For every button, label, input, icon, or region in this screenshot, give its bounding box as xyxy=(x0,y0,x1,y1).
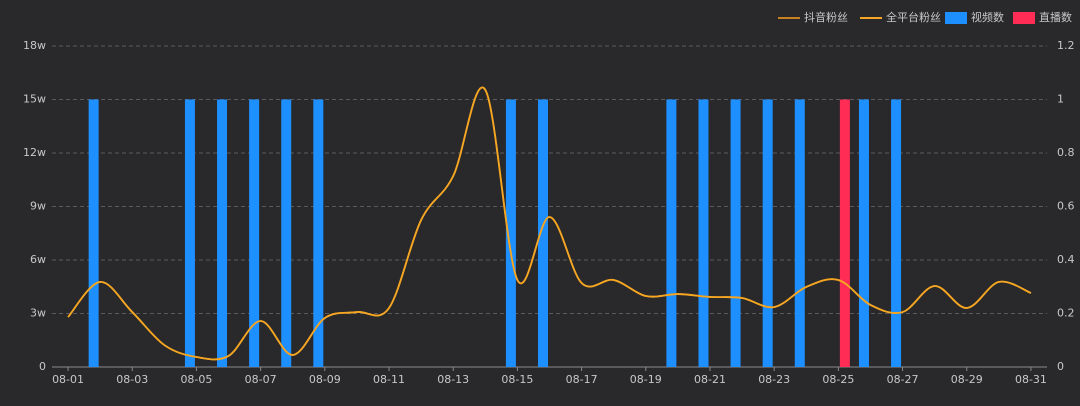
bar xyxy=(762,99,773,367)
x-tick-label: 08-11 xyxy=(373,373,405,386)
x-tick-label: 08-13 xyxy=(437,373,469,386)
x-tick-label: 08-25 xyxy=(822,373,854,386)
line xyxy=(67,86,1032,361)
y2-tick-label: 0.2 xyxy=(1057,307,1075,320)
y-tick-label: 0 xyxy=(39,360,46,373)
bar xyxy=(249,99,260,367)
y2-tick-label: 0.4 xyxy=(1057,253,1075,266)
x-tick-label: 08-21 xyxy=(694,373,726,386)
y-tick-label: 18w xyxy=(23,39,46,52)
bar xyxy=(538,99,548,367)
y2-tick-label: 1.2 xyxy=(1057,39,1075,52)
bar xyxy=(794,99,805,367)
line xyxy=(67,86,1032,361)
y2-tick-label: 0.8 xyxy=(1057,146,1075,159)
bar xyxy=(217,99,228,367)
x-tick-label: 08-07 xyxy=(245,373,277,386)
x-tick-label: 08-01 xyxy=(52,373,84,386)
x-tick-label: 08-29 xyxy=(951,373,983,386)
legend-swatch xyxy=(945,12,967,24)
bar xyxy=(891,99,902,367)
x-tick-label: 08-23 xyxy=(758,373,790,386)
x-tick-label: 08-09 xyxy=(309,373,341,386)
y-tick-label: 15w xyxy=(23,93,46,106)
bar xyxy=(505,99,516,367)
bar xyxy=(730,99,741,367)
x-tick-label: 08-03 xyxy=(116,373,148,386)
y2-tick-label: 0 xyxy=(1057,360,1064,373)
y-tick-label: 9w xyxy=(30,200,46,213)
bar xyxy=(839,99,850,367)
legend-label: 全平台粉丝 xyxy=(886,10,941,24)
y2-tick-label: 1 xyxy=(1057,93,1064,106)
bar xyxy=(858,99,869,367)
legend-label: 抖音粉丝 xyxy=(804,10,848,24)
bar xyxy=(184,99,195,367)
y-tick-label: 12w xyxy=(23,146,46,159)
x-tick-label: 08-19 xyxy=(630,373,662,386)
x-tick-label: 08-15 xyxy=(501,373,533,386)
x-tick-label: 08-27 xyxy=(887,373,919,386)
bar xyxy=(698,99,709,367)
y-tick-label: 6w xyxy=(30,253,46,266)
bar xyxy=(313,99,324,367)
x-tick-label: 08-31 xyxy=(1015,373,1047,386)
legend-label: 直播数 xyxy=(1039,10,1072,24)
bar xyxy=(666,99,677,367)
legend-label: 视频数 xyxy=(971,10,1004,24)
bar xyxy=(88,99,99,367)
x-tick-label: 08-17 xyxy=(566,373,598,386)
x-tick-label: 08-05 xyxy=(180,373,212,386)
bar xyxy=(281,99,292,367)
legend-swatch xyxy=(1013,12,1035,24)
y2-tick-label: 0.6 xyxy=(1057,200,1075,213)
y-tick-label: 3w xyxy=(30,307,46,320)
